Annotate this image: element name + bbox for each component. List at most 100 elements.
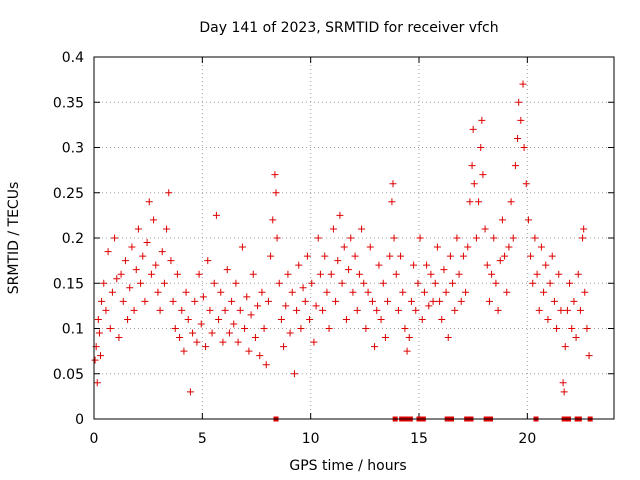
data-point — [106, 325, 114, 332]
data-point — [150, 216, 158, 224]
data-point — [176, 334, 184, 342]
data-point — [392, 270, 400, 278]
data-point — [444, 334, 452, 342]
data-point — [371, 343, 379, 351]
x-tick-label: 5 — [198, 431, 207, 447]
data-point — [145, 198, 153, 206]
data-point — [546, 279, 554, 287]
data-point — [163, 225, 171, 233]
plot-frame — [93, 56, 615, 420]
data-point — [293, 306, 301, 314]
data-point — [515, 98, 523, 106]
data-point — [576, 306, 584, 314]
data-point — [481, 225, 489, 233]
data-point — [299, 284, 307, 292]
data-point — [286, 329, 294, 337]
data-point — [381, 334, 389, 342]
data-point — [557, 306, 565, 314]
data-point — [477, 144, 485, 151]
data-point — [553, 325, 561, 332]
data-point — [173, 270, 181, 278]
data-point — [509, 234, 517, 242]
data-point — [548, 252, 556, 260]
y-tick-label: 0.15 — [53, 276, 84, 292]
data-point — [232, 279, 240, 287]
data-point — [262, 361, 270, 369]
data-point — [438, 315, 446, 323]
data-point — [228, 297, 236, 305]
data-point — [427, 270, 435, 278]
data-point — [377, 315, 385, 323]
data-point — [139, 252, 147, 260]
data-point — [394, 306, 402, 314]
data-point — [208, 329, 216, 337]
data-point — [221, 306, 229, 314]
data-point — [269, 216, 277, 224]
data-point — [475, 198, 483, 206]
data-point — [358, 225, 366, 233]
data-point — [559, 379, 567, 387]
data-point — [566, 279, 574, 287]
data-point — [449, 279, 457, 287]
data-point — [403, 347, 411, 355]
data-point — [280, 343, 288, 351]
data-point — [520, 144, 528, 151]
data-point — [462, 288, 470, 296]
data-point — [258, 288, 266, 296]
data-point — [152, 261, 160, 269]
data-point — [141, 297, 149, 305]
data-point — [423, 261, 431, 269]
data-point — [98, 297, 106, 305]
data-point — [204, 257, 212, 265]
data-point — [202, 343, 210, 351]
data-point — [503, 288, 511, 296]
data-point — [290, 370, 298, 378]
data-point — [334, 257, 342, 265]
data-point — [368, 297, 376, 305]
data-point — [117, 270, 125, 278]
data-point — [455, 270, 463, 278]
data-point — [316, 270, 324, 278]
y-tick-label: 0.25 — [53, 186, 84, 202]
data-point — [113, 275, 121, 283]
data-point — [440, 266, 448, 274]
data-point — [119, 297, 127, 305]
data-point — [478, 116, 486, 124]
data-point — [306, 315, 314, 323]
data-point — [325, 325, 333, 332]
data-point — [95, 329, 103, 337]
data-point — [485, 297, 493, 305]
y-tick-label: 0.2 — [62, 231, 84, 247]
data-point — [184, 315, 192, 323]
x-axis-label: GPS time / hours — [289, 458, 406, 474]
data-point — [238, 243, 246, 251]
data-point — [100, 279, 108, 287]
data-point — [314, 234, 322, 242]
data-point — [212, 211, 220, 219]
data-point — [517, 116, 525, 124]
data-point — [459, 252, 467, 260]
data-points — [91, 80, 593, 422]
data-point — [579, 234, 587, 242]
data-point — [420, 288, 428, 296]
data-point — [275, 279, 283, 287]
data-point — [580, 225, 588, 233]
data-point — [563, 306, 571, 314]
data-point — [319, 306, 327, 314]
y-tick-label: 0.35 — [53, 95, 84, 111]
data-point — [111, 234, 119, 242]
data-point — [572, 334, 580, 342]
data-point — [505, 243, 513, 251]
data-point — [115, 334, 123, 342]
data-point — [570, 297, 578, 305]
data-point — [386, 252, 394, 260]
data-point — [388, 198, 396, 206]
data-point — [401, 325, 409, 332]
data-point — [225, 329, 233, 337]
data-point — [483, 261, 491, 269]
data-point — [494, 306, 502, 314]
data-point — [555, 270, 563, 278]
data-point — [156, 306, 164, 314]
y-tick-label: 0 — [75, 412, 84, 428]
data-point — [542, 261, 550, 269]
